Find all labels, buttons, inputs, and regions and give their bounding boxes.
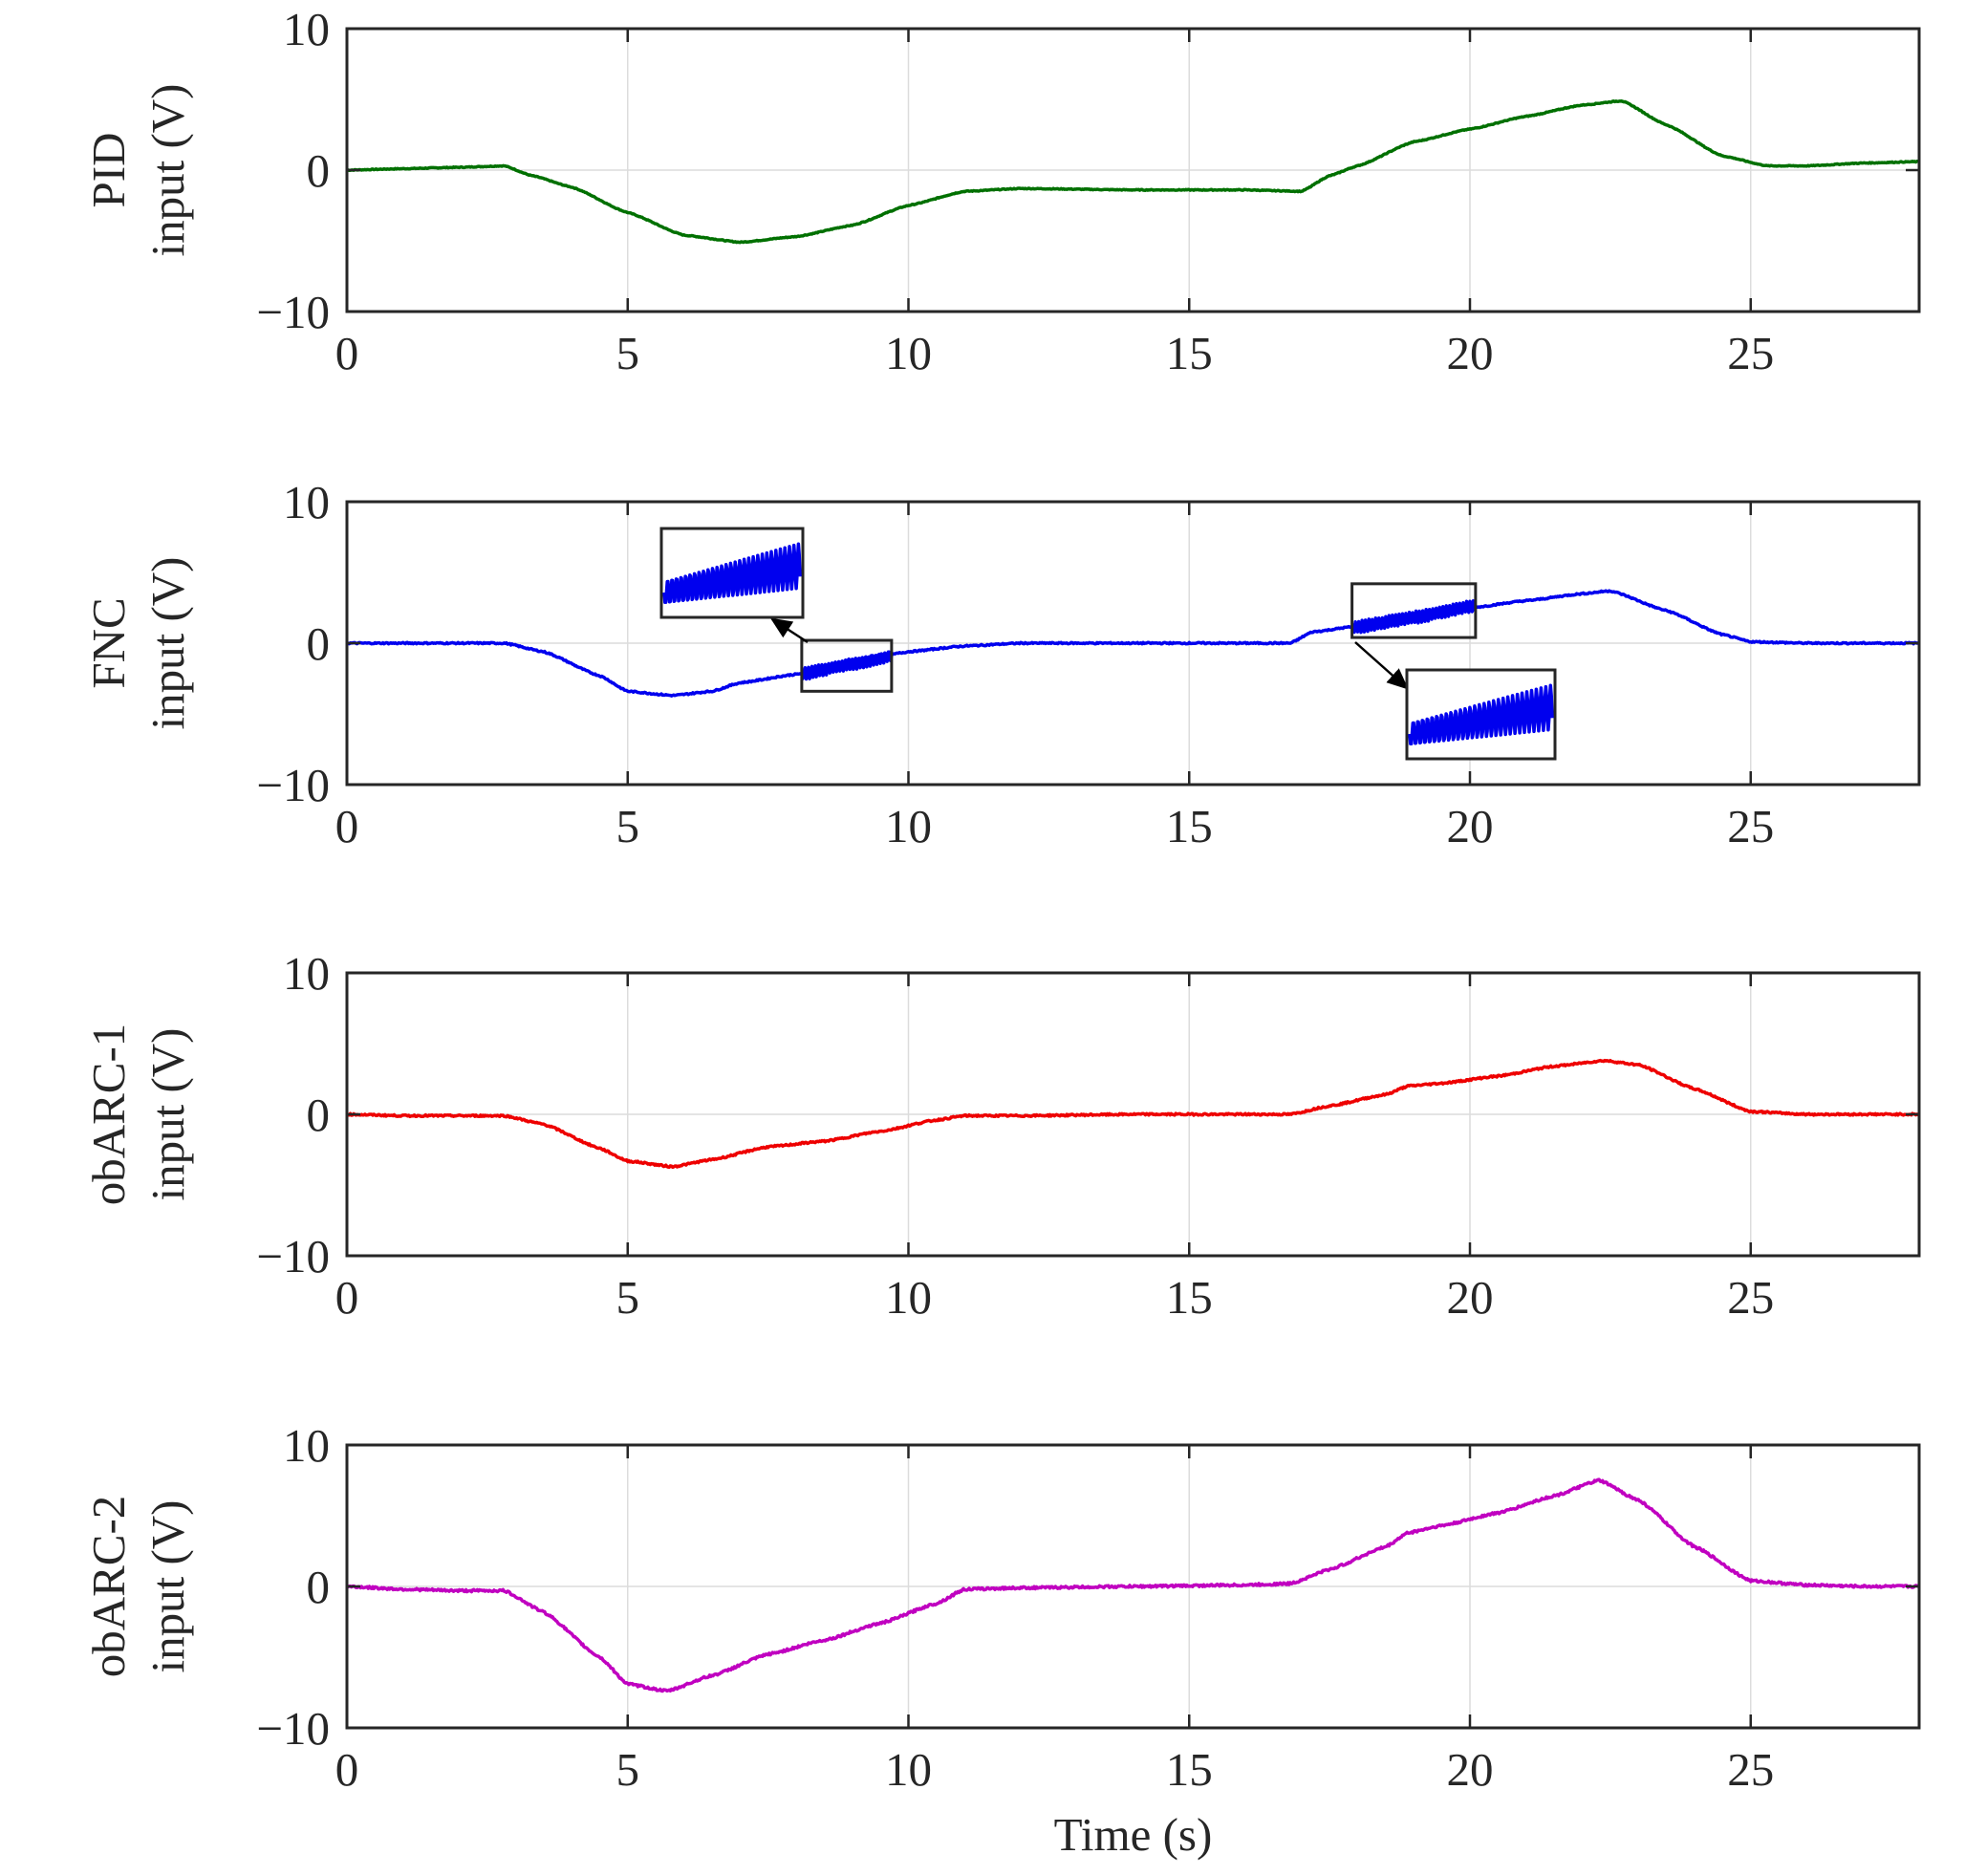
x-tick-label: 20 [1447,327,1494,379]
y-tick-label: 10 [283,947,330,1000]
y-tick-label: −10 [256,759,330,811]
y-axis-label: obARC-2 [82,1496,135,1678]
series-line-2 [347,589,1919,698]
y-tick-label: −10 [256,1230,330,1283]
x-tick-label: 15 [1166,1271,1213,1324]
y-tick-label: 0 [307,1561,331,1613]
x-tick-label: 15 [1166,1743,1213,1796]
y-tick-label: 0 [307,617,331,670]
x-tick-label: 25 [1727,1743,1774,1796]
y-tick-label: −10 [256,1702,330,1755]
zoom-arrow [769,617,809,644]
x-tick-label: 20 [1447,800,1494,852]
x-tick-label: 25 [1727,1271,1774,1324]
zoom-arrow [1354,641,1409,690]
y-axis-label: input (V) [141,1028,194,1201]
x-tick-label: 0 [335,1271,359,1324]
series-line-3 [347,1058,1919,1170]
x-tick-label: 10 [885,1743,932,1796]
y-tick-label: 10 [283,3,330,55]
x-tick-label: 5 [616,800,640,852]
x-tick-label: 25 [1727,327,1774,379]
series-line-4 [347,1477,1919,1693]
y-axis-label: input (V) [141,84,194,257]
zoom-inset-line [662,542,802,605]
zoom-region-box [800,638,894,693]
y-axis-label: PID [82,133,135,208]
y-tick-label: 10 [283,476,330,528]
y-tick-label: 0 [307,1089,331,1141]
x-tick-label: 10 [885,1271,932,1324]
x-tick-label: 20 [1447,1271,1494,1324]
zoom-inset-line [1408,683,1554,746]
x-tick-label: 10 [885,800,932,852]
y-axis-label: FNC [82,597,135,688]
zoom-region-box [1350,582,1478,639]
x-tick-label: 10 [885,327,932,379]
y-axis-label: input (V) [141,557,194,730]
y-axis-label: obARC-1 [82,1024,135,1206]
x-tick-label: 0 [335,1743,359,1796]
x-tick-label: 15 [1166,327,1213,379]
x-tick-label: 5 [616,327,640,379]
x-tick-label: 0 [335,327,359,379]
x-tick-label: 5 [616,1743,640,1796]
y-tick-label: −10 [256,286,330,338]
x-tick-label: 15 [1166,800,1213,852]
y-tick-label: 0 [307,144,331,197]
y-tick-label: 10 [283,1419,330,1472]
x-tick-label: 25 [1727,800,1774,852]
x-tick-label: 20 [1447,1743,1494,1796]
y-axis-label: input (V) [141,1500,194,1673]
x-axis-label: Time (s) [1054,1808,1213,1861]
series-line-1 [347,99,1919,245]
x-tick-label: 0 [335,800,359,852]
x-tick-label: 5 [616,1271,640,1324]
